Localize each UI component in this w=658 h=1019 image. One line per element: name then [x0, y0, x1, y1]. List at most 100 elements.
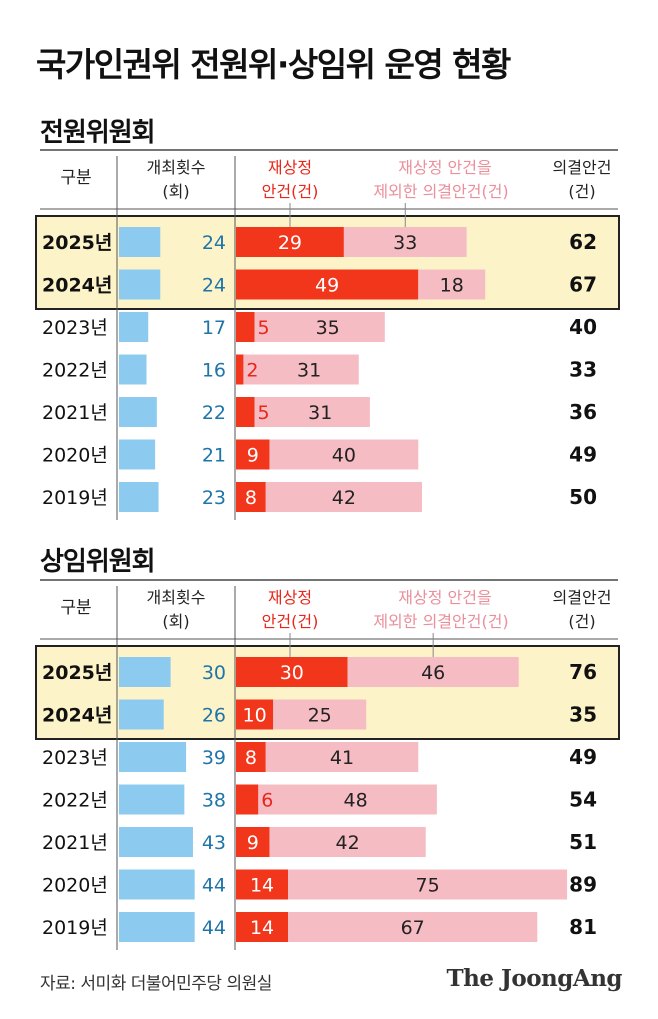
excluding-value: 33 — [393, 232, 417, 254]
reconsider-bar — [236, 482, 266, 512]
meetings-bar — [119, 912, 195, 942]
header-decided-line2: (건) — [568, 612, 595, 631]
excluding-value: 42 — [336, 832, 360, 854]
reconsider-value: 8 — [245, 747, 257, 769]
header-meetings-line1: 개최횟수 — [147, 158, 206, 177]
meetings-value: 23 — [202, 487, 226, 509]
reconsider-bar — [236, 439, 270, 470]
meetings-bar — [119, 742, 187, 772]
decided-total: 35 — [569, 703, 597, 727]
year-label: 2021년 — [42, 402, 108, 424]
header-decided-line1: 의결안건 — [553, 158, 612, 177]
header-excluding-line1: 재상정 안건을 — [398, 588, 491, 607]
header-category: 구분 — [60, 168, 91, 188]
header-excluding-line2: 제외한 의결안건(건) — [373, 612, 508, 631]
header-reconsider-line2: 안건(건) — [262, 612, 319, 631]
reconsider-bar — [236, 312, 255, 342]
page-title: 국가인권위 전원위·상임위 운영 현황 — [36, 45, 511, 84]
meetings-bar — [119, 482, 159, 512]
header-decided-line1: 의결안건 — [553, 588, 612, 607]
reconsider-bar — [236, 269, 419, 300]
decided-total: 81 — [569, 915, 597, 939]
meetings-bar — [119, 784, 185, 815]
year-label: 2020년 — [42, 875, 108, 897]
excluding-value: 25 — [308, 705, 332, 727]
year-label: 2022년 — [42, 360, 108, 382]
meetings-bar — [119, 699, 164, 730]
excluding-value: 31 — [308, 402, 332, 424]
meetings-value: 38 — [202, 790, 226, 812]
excluding-bar — [288, 869, 568, 900]
meetings-bar — [119, 227, 161, 257]
year-label: 2020년 — [42, 445, 108, 467]
decided-total: 50 — [569, 485, 597, 509]
excluding-value: 46 — [421, 662, 445, 684]
excluding-bar — [243, 354, 359, 385]
year-label: 2022년 — [42, 790, 108, 812]
meetings-bar — [119, 827, 193, 857]
year-label: 2019년 — [42, 917, 108, 939]
meetings-value: 43 — [202, 832, 226, 854]
meetings-value: 21 — [202, 445, 226, 467]
header-excluding-line1: 재상정 안건을 — [398, 158, 491, 177]
excluding-bar — [269, 827, 426, 857]
year-label: 2025년 — [42, 232, 112, 254]
reconsider-value: 2 — [246, 360, 258, 382]
excluding-value: 18 — [440, 275, 464, 297]
decided-total: 67 — [569, 273, 597, 297]
source-note: 자료: 서미화 더불어민주당 의원실 — [40, 974, 272, 994]
meetings-value: 16 — [202, 360, 226, 382]
excluding-bar — [254, 397, 370, 427]
meetings-value: 24 — [202, 232, 226, 254]
header-reconsider-line1: 재상정 — [268, 588, 312, 607]
reconsider-bar — [236, 827, 270, 857]
excluding-value: 35 — [316, 317, 340, 339]
meetings-value: 17 — [202, 317, 226, 339]
excluding-value: 41 — [330, 747, 354, 769]
reconsider-bar — [236, 742, 266, 772]
excluding-bar — [347, 657, 519, 687]
year-label: 2021년 — [42, 832, 108, 854]
reconsider-value: 6 — [261, 790, 273, 812]
reconsider-value: 14 — [250, 917, 274, 939]
excluding-bar — [343, 227, 467, 257]
meetings-bar — [119, 397, 157, 427]
reconsider-bar — [236, 912, 289, 942]
header-reconsider-line2: 안건(건) — [262, 182, 319, 201]
reconsider-bar — [236, 699, 274, 730]
decided-total: 54 — [569, 788, 597, 812]
decided-total: 76 — [569, 660, 597, 684]
reconsider-value: 10 — [243, 705, 267, 727]
decided-total: 49 — [569, 443, 597, 467]
excluding-bar — [288, 912, 538, 942]
excluding-value: 67 — [401, 917, 425, 939]
decided-total: 62 — [569, 230, 597, 254]
header-category: 구분 — [60, 598, 91, 618]
header-meetings-line1: 개최횟수 — [147, 588, 206, 607]
decided-total: 89 — [569, 873, 597, 897]
excluding-bar — [254, 312, 385, 342]
meetings-bar — [119, 439, 156, 470]
year-label: 2024년 — [42, 705, 112, 727]
excluding-value: 75 — [415, 875, 439, 897]
year-label: 2025년 — [42, 662, 112, 684]
meetings-value: 30 — [202, 662, 226, 684]
header-excluding-line2: 제외한 의결안건(건) — [373, 182, 508, 201]
header-decided-line2: (건) — [568, 182, 595, 201]
year-label: 2023년 — [42, 317, 108, 339]
excluding-value: 42 — [332, 487, 356, 509]
reconsider-value: 14 — [250, 875, 274, 897]
header-meetings-line2: (회) — [162, 182, 189, 201]
meetings-bar — [119, 657, 171, 687]
reconsider-bar — [236, 227, 344, 257]
reconsider-bar — [236, 397, 255, 427]
excluding-bar — [265, 742, 419, 772]
reconsider-bar — [236, 657, 348, 687]
reconsider-value: 9 — [247, 445, 259, 467]
year-label: 2019년 — [42, 487, 108, 509]
reconsider-value: 5 — [258, 402, 270, 424]
reconsider-value: 49 — [315, 275, 339, 297]
section-title-standing: 상임위원회 — [40, 547, 156, 577]
